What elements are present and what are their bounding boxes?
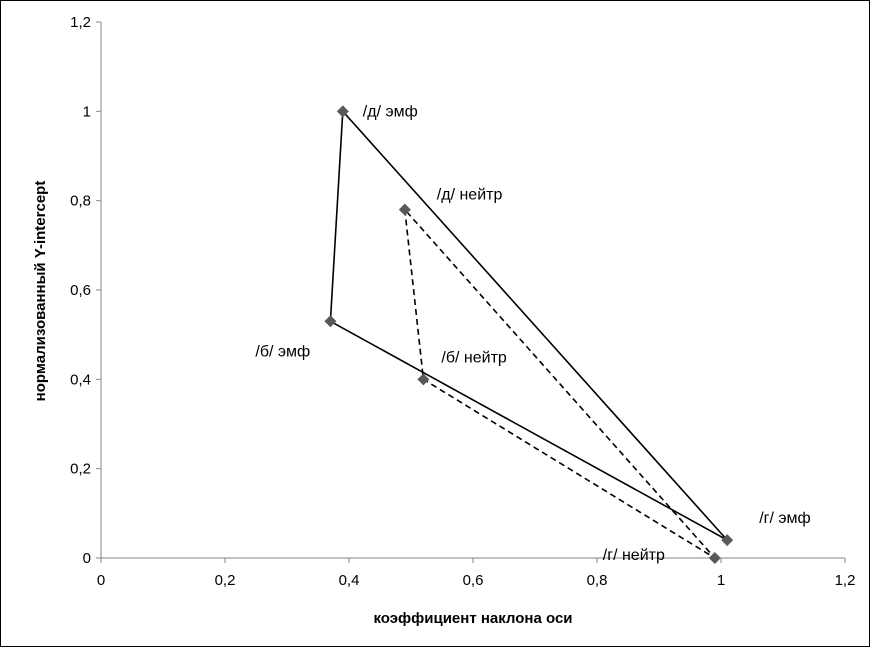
- data-point-label: /г/ эмф: [759, 510, 811, 527]
- x-tick-label: 0,4: [339, 572, 360, 589]
- data-point-marker: [336, 105, 349, 118]
- y-axis-title: нормализованный Y-intercept: [32, 181, 49, 402]
- y-tick-label: 0,4: [70, 371, 91, 388]
- tick-labels: 0 0,2 0,4 0,6 0,8 1 1,2 0 0,2 0,4 0,6 0,8 1 1,2: [70, 14, 855, 589]
- data-point-label: /б/ нейтр: [441, 349, 507, 366]
- y-tick-label: 0,8: [70, 193, 91, 210]
- x-tick-label: 0,8: [587, 572, 608, 589]
- dashed-triangle-line: [403, 207, 716, 559]
- data-point-label: /д/ нейтр: [437, 187, 503, 204]
- x-tick-label: 1,2: [835, 572, 856, 589]
- data-point-label: /д/ эмф: [363, 103, 418, 120]
- data-point-label: /б/ эмф: [255, 343, 310, 360]
- data-point-label: /г/ нейтр: [603, 547, 665, 564]
- x-axis-title: коэффициент наклона оси: [373, 610, 572, 627]
- triangle-lines: [329, 109, 728, 559]
- y-tick-label: 1: [83, 103, 91, 120]
- point-labels: /д/ эмф/б/ эмф/г/ эмф/д/ нейтр/б/ нейтр /…: [255, 103, 810, 564]
- x-tick-label: 0: [97, 572, 105, 589]
- solid-triangle-line: [329, 109, 728, 541]
- y-tick-label: 0: [83, 550, 91, 567]
- axes: [96, 21, 846, 563]
- data-point-marker: [417, 373, 430, 386]
- data-point-marker: [721, 534, 734, 547]
- x-tick-label: 1: [717, 572, 725, 589]
- y-tick-label: 0,6: [70, 282, 91, 299]
- y-tick-label: 1,2: [70, 14, 91, 31]
- data-point-marker: [708, 552, 721, 564]
- data-point-marker: [324, 315, 337, 328]
- data-markers: [324, 105, 734, 564]
- y-tick-label: 0,2: [70, 461, 91, 478]
- x-tick-label: 0,2: [215, 572, 236, 589]
- data-point-marker: [398, 203, 411, 216]
- x-tick-label: 0,6: [463, 572, 484, 589]
